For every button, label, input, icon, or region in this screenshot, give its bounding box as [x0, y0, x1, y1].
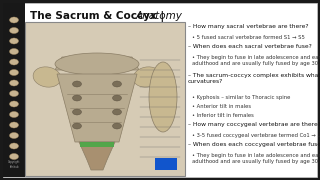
Text: • Anterior tilt in males: • Anterior tilt in males: [192, 104, 251, 109]
Ellipse shape: [10, 48, 19, 55]
Polygon shape: [57, 74, 137, 142]
Text: – How many sacral vertebrae are there?: – How many sacral vertebrae are there?: [188, 24, 308, 29]
Ellipse shape: [10, 122, 19, 128]
Ellipse shape: [10, 154, 19, 159]
Ellipse shape: [113, 109, 122, 115]
Text: • Kyphosis – similar to Thoracic spine: • Kyphosis – similar to Thoracic spine: [192, 95, 290, 100]
Text: • They begin to fuse in late adolescence and early
adulthood and are usually ful: • They begin to fuse in late adolescence…: [192, 55, 320, 66]
Ellipse shape: [10, 59, 19, 65]
Text: • Inferior tilt in females: • Inferior tilt in females: [192, 113, 254, 118]
Ellipse shape: [73, 81, 82, 87]
Ellipse shape: [73, 109, 82, 115]
Ellipse shape: [73, 123, 82, 129]
Ellipse shape: [133, 67, 161, 87]
Ellipse shape: [10, 111, 19, 118]
Text: • They begin to fuse in late adolescence and early
adulthood and are usually ful: • They begin to fuse in late adolescence…: [192, 153, 320, 164]
Text: The Sacrum & Coccyx |: The Sacrum & Coccyx |: [30, 10, 168, 21]
Ellipse shape: [33, 67, 61, 87]
Ellipse shape: [113, 81, 122, 87]
Ellipse shape: [113, 95, 122, 101]
Polygon shape: [79, 142, 115, 170]
Text: – When does each coccygeal vertebrae fuse?: – When does each coccygeal vertebrae fus…: [188, 142, 320, 147]
Polygon shape: [55, 57, 139, 70]
Ellipse shape: [73, 95, 82, 101]
Ellipse shape: [55, 53, 139, 75]
Bar: [80, 142, 114, 147]
Ellipse shape: [10, 132, 19, 138]
Ellipse shape: [149, 62, 177, 132]
Ellipse shape: [113, 123, 122, 129]
Ellipse shape: [10, 101, 19, 107]
Ellipse shape: [10, 28, 19, 33]
Ellipse shape: [10, 143, 19, 149]
Ellipse shape: [10, 91, 19, 96]
Bar: [25, 22, 185, 176]
Bar: [155, 158, 177, 170]
Ellipse shape: [10, 17, 19, 23]
Text: • 3-5 fused coccygeal vertebrae termed Co1 → ...: • 3-5 fused coccygeal vertebrae termed C…: [192, 133, 320, 138]
Bar: [3, 3, 25, 177]
Ellipse shape: [10, 69, 19, 75]
Text: Copyright
Kenhub: Copyright Kenhub: [8, 160, 20, 169]
Text: – How many coccygeal vertebrae are there?: – How many coccygeal vertebrae are there…: [188, 122, 320, 127]
Ellipse shape: [10, 80, 19, 86]
Text: – The sacrum-coccyx complex exhibits what secondary
curvatures?: – The sacrum-coccyx complex exhibits wha…: [188, 73, 320, 84]
Text: Anatomy: Anatomy: [136, 11, 183, 21]
Ellipse shape: [10, 38, 19, 44]
Text: – When does each sacral vertebrae fuse?: – When does each sacral vertebrae fuse?: [188, 44, 312, 49]
Text: • 5 fused sacral vertebrae formed S1 → S5: • 5 fused sacral vertebrae formed S1 → S…: [192, 35, 305, 40]
